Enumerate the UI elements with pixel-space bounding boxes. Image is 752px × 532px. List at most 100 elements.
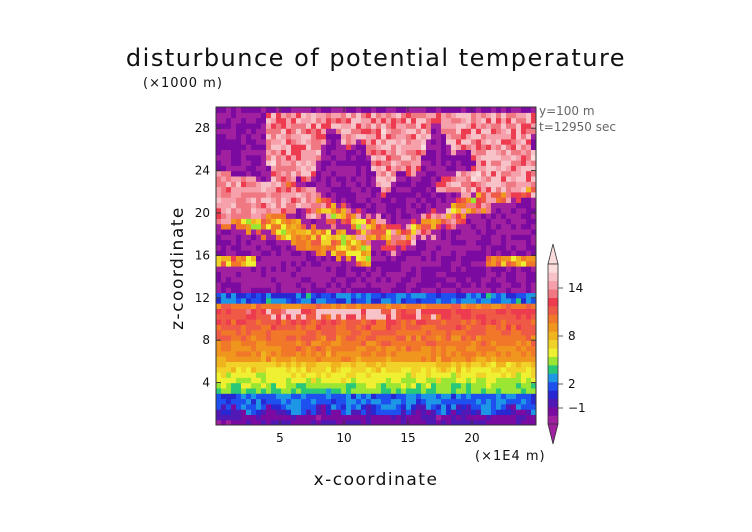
heatmap-cell	[316, 419, 322, 425]
heatmap-cell	[226, 117, 232, 124]
heatmap-cell	[431, 197, 437, 203]
heatmap-cell	[501, 287, 507, 294]
heatmap-cell	[426, 319, 432, 325]
heatmap-cell	[361, 297, 367, 304]
heatmap-cell	[361, 350, 367, 357]
heatmap-cell	[311, 244, 317, 251]
heatmap-cell	[276, 281, 282, 288]
heatmap-cell	[216, 244, 222, 251]
heatmap-cell	[446, 128, 452, 135]
heatmap-cell	[456, 297, 462, 304]
heatmap-cell	[266, 260, 272, 267]
heatmap-cell	[421, 218, 427, 225]
heatmap-cell	[316, 409, 322, 415]
heatmap-cell	[386, 107, 392, 113]
heatmap-cell	[386, 112, 392, 119]
heatmap-cell	[511, 324, 517, 331]
heatmap-cell	[351, 207, 357, 214]
heatmap-cell	[391, 303, 397, 309]
heatmap-cell	[416, 366, 422, 373]
heatmap-cell	[341, 308, 347, 315]
heatmap-cell	[426, 223, 432, 230]
heatmap-cell	[401, 122, 407, 129]
heatmap-cell	[386, 393, 392, 400]
heatmap-cell	[256, 271, 262, 278]
heatmap-cell	[396, 319, 402, 325]
heatmap-cell	[401, 324, 407, 331]
heatmap-cell	[246, 144, 252, 150]
heatmap-cell	[356, 122, 362, 129]
heatmap-cell	[516, 377, 522, 384]
heatmap-cell	[291, 345, 297, 352]
heatmap-cell	[346, 292, 352, 299]
heatmap-cell	[426, 403, 432, 410]
heatmap-cell	[496, 287, 502, 294]
heatmap-cell	[321, 117, 327, 124]
heatmap-cell	[276, 191, 282, 198]
heatmap-cell	[281, 393, 287, 400]
heatmap-cell	[446, 292, 452, 299]
heatmap-cell	[241, 419, 247, 425]
heatmap-cell	[216, 144, 222, 150]
heatmap-cell	[481, 419, 487, 425]
heatmap-cell	[421, 128, 427, 135]
heatmap-cell	[411, 308, 417, 315]
heatmap-cell	[326, 117, 332, 124]
heatmap-cell	[226, 308, 232, 315]
heatmap-cell	[281, 398, 287, 405]
heatmap-cell	[326, 202, 332, 209]
heatmap-cell	[461, 255, 467, 262]
heatmap-cell	[391, 271, 397, 278]
heatmap-cell	[501, 271, 507, 278]
heatmap-cell	[226, 271, 232, 278]
heatmap-cell	[281, 345, 287, 352]
heatmap-cell	[386, 213, 392, 219]
heatmap-cell	[496, 361, 502, 368]
heatmap-cell	[251, 144, 257, 150]
heatmap-cell	[401, 160, 407, 166]
heatmap-cell	[266, 387, 272, 394]
colorbar-segment	[548, 373, 558, 383]
heatmap-cell	[531, 366, 536, 373]
heatmap-cell	[361, 255, 367, 262]
heatmap-cell	[456, 170, 462, 177]
heatmap-cell	[491, 239, 497, 246]
heatmap-cell	[301, 281, 307, 288]
heatmap-cell	[476, 366, 482, 373]
heatmap-cell	[246, 287, 252, 294]
heatmap-cell	[446, 107, 452, 113]
heatmap-cell	[261, 276, 267, 283]
heatmap-cell	[441, 266, 447, 272]
heatmap-cell	[266, 319, 272, 325]
heatmap-cell	[366, 107, 372, 113]
heatmap-cell	[226, 112, 232, 119]
heatmap-cell	[481, 414, 487, 421]
heatmap-cell	[296, 292, 302, 299]
heatmap-cell	[471, 107, 477, 113]
heatmap-cell	[331, 186, 337, 193]
heatmap-cell	[231, 324, 237, 331]
heatmap-cell	[401, 334, 407, 341]
heatmap-cell	[471, 361, 477, 368]
heatmap-cell	[496, 387, 502, 394]
heatmap-cell	[406, 138, 412, 145]
heatmap-cell	[316, 107, 322, 113]
heatmap-cell	[246, 112, 252, 119]
heatmap-cell	[301, 117, 307, 124]
heatmap-cell	[491, 329, 497, 336]
colorbar-segment	[548, 398, 558, 408]
heatmap-cell	[466, 138, 472, 145]
heatmap-cell	[431, 292, 437, 299]
heatmap-cell	[461, 223, 467, 230]
heatmap-cell	[341, 297, 347, 304]
heatmap-cell	[386, 266, 392, 272]
heatmap-cell	[266, 382, 272, 389]
heatmap-cell	[296, 244, 302, 251]
heatmap-cell	[341, 382, 347, 389]
heatmap-cell	[511, 186, 517, 193]
heatmap-cell	[436, 228, 442, 235]
heatmap-cell	[466, 281, 472, 288]
heatmap-cell	[481, 250, 487, 256]
heatmap-cell	[441, 202, 447, 209]
heatmap-cell	[306, 313, 312, 320]
